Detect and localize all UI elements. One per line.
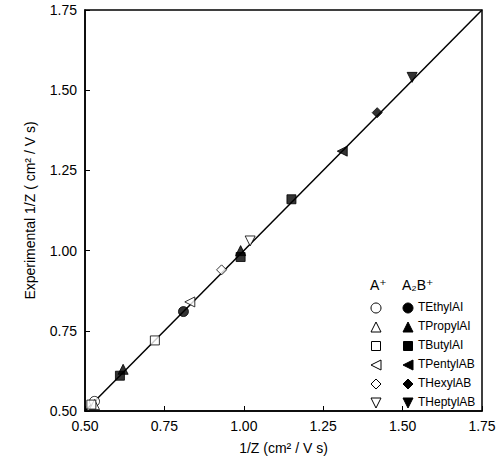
svg-text:1.00: 1.00	[230, 418, 257, 434]
svg-text:0.75: 0.75	[151, 418, 178, 434]
svg-text:1.75: 1.75	[468, 418, 495, 434]
svg-text:A₂B⁺: A₂B⁺	[402, 277, 434, 293]
svg-text:1.75: 1.75	[50, 2, 77, 18]
svg-text:1.50: 1.50	[389, 418, 416, 434]
svg-text:THeptylAB: THeptylAB	[418, 395, 475, 409]
svg-text:1/Z (cm² / V s): 1/Z (cm² / V s)	[239, 440, 328, 456]
svg-text:A⁺: A⁺	[370, 277, 387, 293]
svg-text:1.25: 1.25	[310, 418, 337, 434]
svg-text:TEthylAI: TEthylAI	[418, 300, 463, 314]
svg-text:TPentylAB: TPentylAB	[418, 357, 475, 371]
svg-text:Experimental 1/Z ( cm² / V s): Experimental 1/Z ( cm² / V s)	[22, 121, 38, 299]
svg-text:THexylAB: THexylAB	[418, 376, 471, 390]
svg-text:1.25: 1.25	[50, 162, 77, 178]
svg-text:TPropylAI: TPropylAI	[418, 319, 471, 333]
svg-text:0.50: 0.50	[71, 418, 98, 434]
svg-text:1.00: 1.00	[50, 243, 77, 259]
svg-text:0.75: 0.75	[50, 323, 77, 339]
svg-text:TButylAI: TButylAI	[418, 338, 463, 352]
svg-text:1.50: 1.50	[50, 82, 77, 98]
svg-text:0.50: 0.50	[50, 403, 77, 419]
